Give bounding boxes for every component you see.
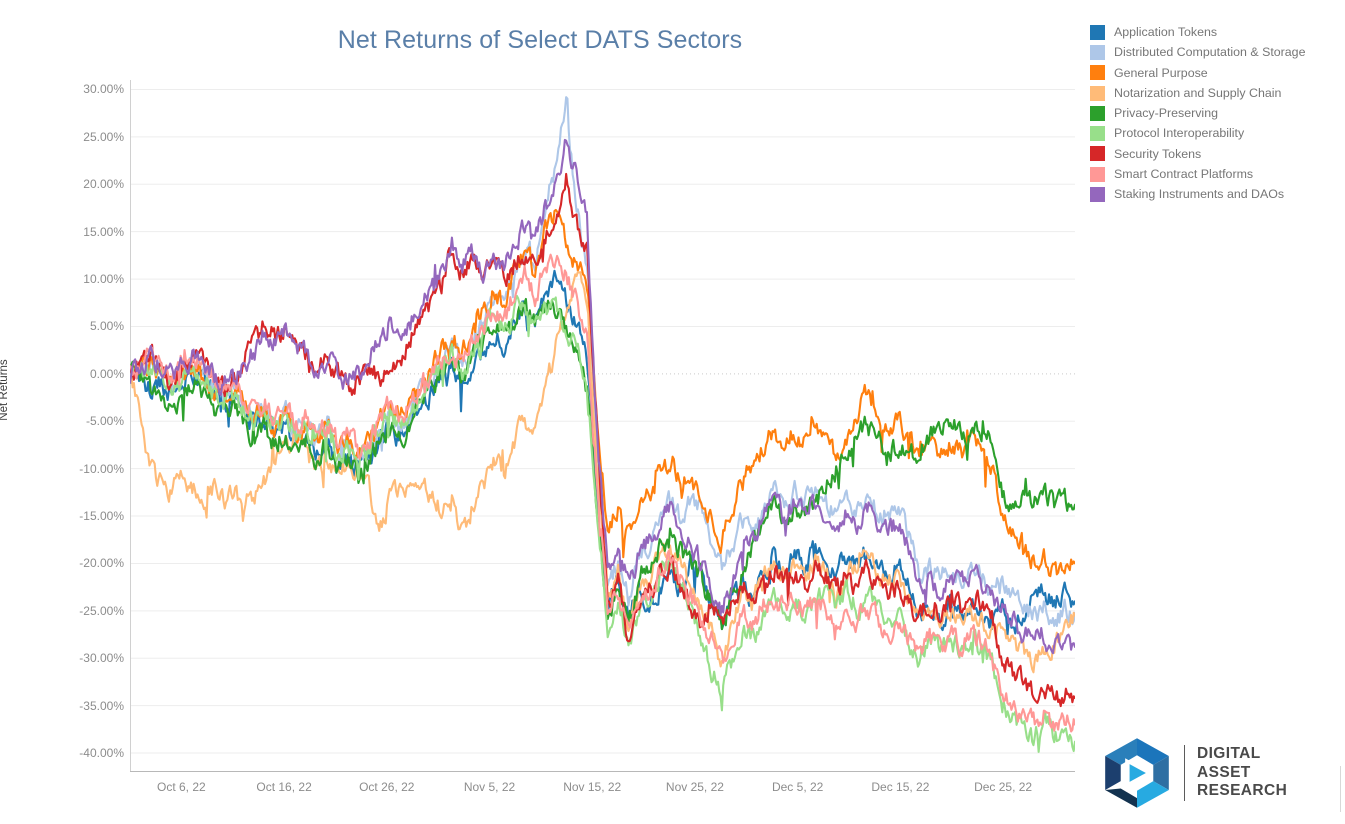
legend-color-swatch xyxy=(1090,65,1105,81)
y-tick-label: -10.00% xyxy=(79,461,124,476)
x-tick-label: Nov 5, 22 xyxy=(463,780,516,794)
legend-item-label: Smart Contract Platforms xyxy=(1114,167,1254,182)
x-tick-label: Dec 25, 22 xyxy=(974,780,1033,794)
series-line-protocol-interoperability xyxy=(130,294,1075,753)
legend-item-label: Notarization and Supply Chain xyxy=(1114,85,1282,100)
legend-color-swatch xyxy=(1090,44,1105,60)
legend-item-label: Staking Instruments and DAOs xyxy=(1114,187,1285,202)
legend-item-label: Privacy-Preserving xyxy=(1114,106,1218,121)
legend-color-swatch xyxy=(1090,24,1105,40)
y-tick-label: 15.00% xyxy=(83,224,124,239)
legend-item-protocol-interoperability[interactable]: Protocol Interoperability xyxy=(1090,123,1340,143)
legend-item-label: Protocol Interoperability xyxy=(1114,126,1245,141)
y-tick-label: -20.00% xyxy=(79,556,124,571)
legend-color-swatch xyxy=(1090,146,1105,162)
chart-legend: Application Tokens Distributed Computatio… xyxy=(1090,22,1340,205)
y-tick-label: -35.00% xyxy=(79,698,124,713)
series-line-general-purpose xyxy=(130,208,1075,578)
y-tick-label: 20.00% xyxy=(83,177,124,192)
logo-line-3: RESEARCH xyxy=(1197,782,1288,800)
legend-item-privacy-preserving[interactable]: Privacy-Preserving xyxy=(1090,103,1340,123)
legend-item-label: Distributed Computation & Storage xyxy=(1114,45,1306,60)
y-tick-label: -5.00% xyxy=(85,414,124,429)
x-tick-label: Dec 15, 22 xyxy=(871,780,930,794)
legend-item-notarization-and-supply-chain[interactable]: Notarization and Supply Chain xyxy=(1090,83,1340,103)
legend-item-label: Application Tokens xyxy=(1114,24,1218,39)
y-tick-label: -15.00% xyxy=(79,509,124,524)
series-line-staking-instruments-and-daos xyxy=(130,138,1075,655)
legend-item-distributed-computation-storage[interactable]: Distributed Computation & Storage xyxy=(1090,42,1340,62)
x-tick-label: Oct 26, 22 xyxy=(359,780,415,794)
legend-color-swatch xyxy=(1090,187,1105,203)
legend-color-swatch xyxy=(1090,126,1105,142)
logo-divider xyxy=(1184,745,1185,801)
x-tick-label: Dec 5, 22 xyxy=(771,780,824,794)
series-lines xyxy=(130,96,1075,753)
y-tick-label: 0.00% xyxy=(89,366,124,381)
legend-item-staking-instruments-and-daos[interactable]: Staking Instruments and DAOs xyxy=(1090,184,1340,204)
y-axis-tick-labels: 30.00% 25.00% 20.00% 15.00% 10.00% 5.00% 0.00%… xyxy=(36,80,124,772)
y-tick-label: 25.00% xyxy=(83,129,124,144)
x-tick-label: Nov 15, 22 xyxy=(563,780,622,794)
page-edge-marker xyxy=(1340,766,1345,812)
y-tick-label: 5.00% xyxy=(89,319,124,334)
y-tick-label: 10.00% xyxy=(83,272,124,287)
x-tick-label: Oct 16, 22 xyxy=(256,780,312,794)
y-tick-label: -40.00% xyxy=(79,746,124,761)
plot-area xyxy=(130,80,1075,772)
legend-item-label: Security Tokens xyxy=(1114,146,1202,161)
logo-wordmark: DIGITAL ASSET RESEARCH xyxy=(1197,745,1287,801)
hexagon-logo-icon xyxy=(1105,738,1169,808)
legend-item-general-purpose[interactable]: General Purpose xyxy=(1090,63,1340,83)
y-tick-label: -30.00% xyxy=(79,651,124,666)
logo-line-1: DIGITAL xyxy=(1197,745,1261,763)
digital-asset-research-logo: DIGITAL ASSET RESEARCH xyxy=(1100,736,1287,810)
chart-canvas xyxy=(130,80,1075,772)
x-tick-label: Nov 25, 22 xyxy=(665,780,724,794)
legend-item-security-tokens[interactable]: Security Tokens xyxy=(1090,144,1340,164)
logo-line-2: ASSET xyxy=(1197,763,1251,781)
y-axis-title: Net Returns xyxy=(0,359,10,421)
legend-item-label: General Purpose xyxy=(1114,65,1208,80)
x-axis-tick-labels: Oct 6, 22 Oct 16, 22 Oct 26, 22 Nov 5, 22 No… xyxy=(130,780,1075,806)
y-tick-label: 30.00% xyxy=(83,82,124,97)
y-tick-label: -25.00% xyxy=(79,603,124,618)
legend-item-application-tokens[interactable]: Application Tokens xyxy=(1090,22,1340,42)
series-line-smart-contract-platforms xyxy=(130,253,1075,733)
page-title: Net Returns of Select DATS Sectors xyxy=(337,26,743,54)
legend-color-swatch xyxy=(1090,85,1105,101)
legend-item-smart-contract-platforms[interactable]: Smart Contract Platforms xyxy=(1090,164,1340,184)
x-tick-label: Oct 6, 22 xyxy=(156,780,206,794)
legend-color-swatch xyxy=(1090,105,1105,121)
legend-color-swatch xyxy=(1090,166,1105,182)
